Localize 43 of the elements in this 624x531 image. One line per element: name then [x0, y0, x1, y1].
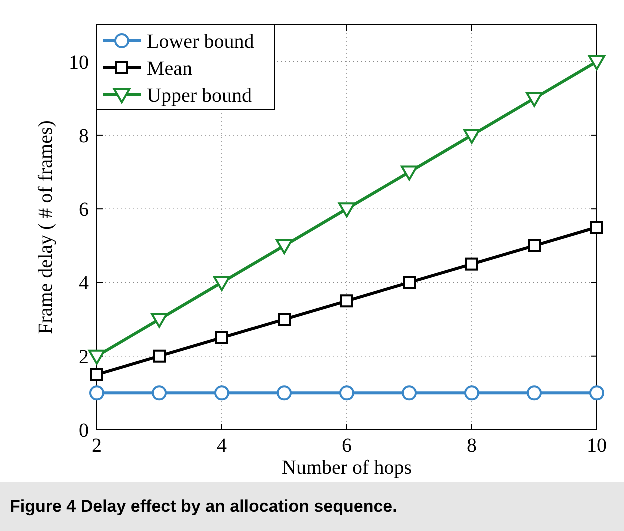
- point: [528, 239, 541, 252]
- point: [152, 386, 167, 401]
- point: [340, 386, 354, 401]
- point: [216, 331, 228, 344]
- y-tick-label: 4: [79, 272, 89, 295]
- point: [526, 92, 543, 108]
- point: [151, 313, 168, 328]
- point: [90, 386, 104, 401]
- point: [464, 128, 480, 144]
- point: [153, 350, 166, 363]
- point: [588, 55, 606, 70]
- legend-label: Upper bound: [147, 85, 252, 107]
- y-tick-label: 8: [79, 125, 89, 148]
- x-axis-title: Number of hops: [282, 457, 412, 479]
- point: [338, 202, 356, 218]
- point: [278, 313, 291, 326]
- point: [590, 221, 604, 234]
- y-axis-title: Frame delay ( # of frames): [35, 120, 57, 334]
- x-tick-label: 8: [467, 435, 477, 457]
- point: [277, 386, 292, 401]
- point: [214, 276, 230, 292]
- point: [214, 386, 230, 401]
- point: [527, 386, 542, 401]
- legend-label: Mean: [147, 58, 193, 80]
- point: [466, 258, 478, 271]
- caption: Figure 4 Delay effect by an allocation sequence.: [10, 497, 398, 516]
- y-tick-label: 10: [69, 52, 89, 74]
- x-tick-label: 4: [217, 435, 227, 457]
- point: [590, 386, 604, 401]
- y-tick-label: 6: [79, 199, 89, 222]
- point: [403, 276, 416, 290]
- point: [276, 239, 293, 254]
- y-tick-label: 0: [79, 420, 89, 442]
- point: [464, 386, 480, 401]
- point: [88, 350, 106, 365]
- x-tick-label: 6: [342, 435, 352, 457]
- legend-label: Lower bound: [147, 31, 254, 53]
- y-tick-label: 2: [79, 346, 89, 368]
- point: [402, 386, 417, 401]
- point: [401, 166, 418, 181]
- point: [340, 294, 354, 308]
- point: [90, 368, 104, 382]
- x-tick-label: 10: [587, 435, 607, 457]
